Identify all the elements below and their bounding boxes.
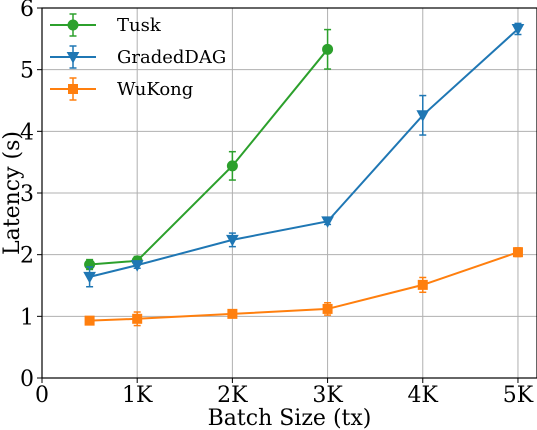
legend: Tusk GradedDAG WuKong	[50, 13, 226, 101]
legend-label: WuKong	[117, 79, 193, 100]
legend-marker	[67, 19, 79, 31]
series-gradeddag	[83, 22, 525, 288]
data-point	[512, 247, 523, 258]
x-tick-label: 2K	[217, 383, 248, 408]
series-line-gradeddag	[89, 28, 519, 278]
y-tick-label: 6	[20, 0, 34, 22]
data-point	[321, 216, 334, 228]
data-point	[226, 234, 239, 247]
y-axis-label: Latency (s)	[0, 131, 25, 255]
legend-label: GradedDAG	[117, 47, 226, 68]
legend-item-gradeddag: GradedDAG	[50, 45, 226, 69]
series-layer	[83, 22, 525, 327]
x-tick-label: 4K	[408, 383, 439, 408]
data-point	[227, 308, 238, 319]
y-tick-label: 0	[20, 367, 34, 392]
data-point	[416, 110, 430, 122]
legend-label: Tusk	[117, 15, 162, 36]
y-tick-label: 4	[20, 120, 34, 145]
y-tick-label: 3	[20, 182, 34, 207]
legend-marker	[66, 52, 80, 64]
y-tick-label: 1	[20, 305, 34, 330]
x-tick-label: 1K	[122, 383, 153, 408]
series-wukong	[84, 247, 523, 327]
legend-item-wukong: WuKong	[50, 77, 193, 101]
data-point	[417, 279, 428, 290]
legend-marker	[68, 84, 78, 94]
series-line-wukong	[89, 251, 519, 322]
x-tick-label: 0	[35, 383, 49, 408]
data-point	[84, 315, 95, 326]
data-point	[322, 43, 334, 55]
y-tick-label: 2	[20, 244, 34, 269]
data-point	[132, 313, 143, 324]
data-point	[226, 160, 238, 172]
series-line-tusk	[89, 48, 329, 266]
x-tick-label: 5K	[503, 383, 534, 408]
axis-ticks: 0 1K 2K 3K 4K 5K 0 1 2 3 4 5 6	[20, 0, 534, 408]
data-point	[511, 23, 525, 36]
x-axis-label: Batch Size (tx)	[208, 406, 372, 430]
data-point	[83, 271, 96, 284]
x-tick-label: 3K	[312, 383, 343, 408]
data-point	[130, 260, 144, 272]
data-point	[322, 303, 333, 314]
legend-item-tusk: Tusk	[50, 13, 162, 37]
y-tick-label: 5	[20, 59, 34, 84]
